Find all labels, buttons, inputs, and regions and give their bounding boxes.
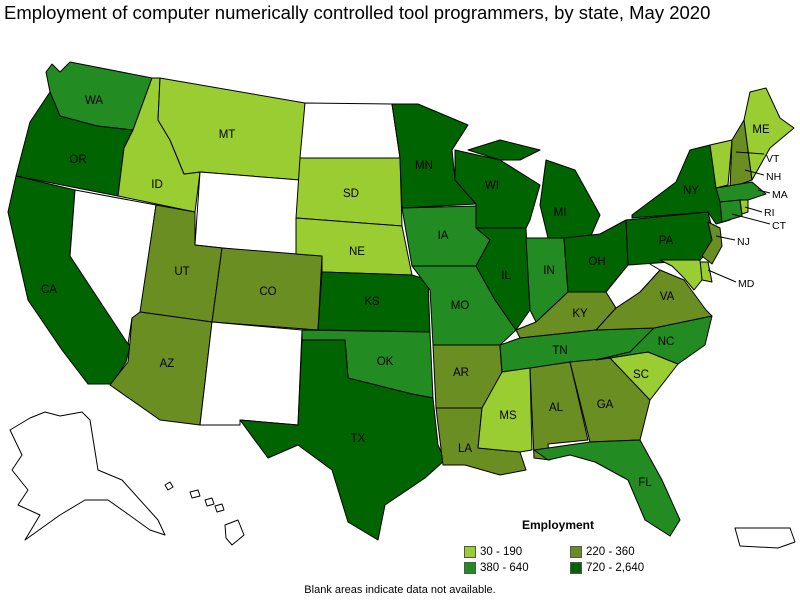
label-NY: NY: [683, 185, 699, 197]
state-CT[interactable]: [719, 199, 743, 223]
legend-label: 720 - 2,640: [586, 562, 645, 574]
label-WA: WA: [85, 95, 103, 107]
state-WY[interactable]: [194, 171, 301, 257]
label-MN: MN: [415, 160, 433, 172]
state-NM[interactable]: [199, 321, 303, 426]
state-RI[interactable]: [739, 199, 749, 215]
label-SC: SC: [633, 369, 649, 381]
label-OH: OH: [588, 256, 605, 268]
label-LA: LA: [458, 443, 472, 455]
label-OR: OR: [69, 154, 86, 166]
state-VT[interactable]: [709, 139, 733, 189]
legend-swatch: [570, 546, 582, 558]
label-IA: IA: [438, 230, 449, 242]
label-MD: MD: [738, 278, 755, 290]
label-TN: TN: [552, 345, 567, 357]
label-PA: PA: [659, 235, 674, 247]
legend-title: Employment: [522, 518, 595, 532]
legend-label: 30 - 190: [480, 546, 523, 558]
state-FL[interactable]: [533, 439, 681, 537]
label-AZ: AZ: [160, 358, 175, 370]
label-NH: NH: [766, 171, 781, 183]
label-VT: VT: [766, 153, 780, 165]
label-RI: RI: [764, 207, 775, 219]
state-NC[interactable]: [595, 315, 713, 365]
label-KS: KS: [364, 296, 380, 308]
legend-item-720-2640: 720 - 2,640: [570, 562, 644, 574]
label-SD: SD: [343, 188, 359, 200]
state-ND[interactable]: [299, 102, 401, 159]
label-VA: VA: [660, 291, 675, 303]
callout-lines: [707, 151, 771, 283]
footnote: Blank areas indicate data not available.: [304, 584, 496, 596]
legend-label: 380 - 640: [480, 562, 529, 574]
label-IN: IN: [543, 265, 555, 277]
label-NJ: NJ: [737, 236, 750, 248]
label-CA: CA: [41, 284, 57, 296]
legend-swatch: [464, 546, 476, 558]
state-ME[interactable]: [743, 87, 795, 181]
label-AR: AR: [453, 367, 469, 379]
label-KY: KY: [572, 308, 588, 320]
state-AK[interactable]: [9, 411, 166, 541]
label-ME: ME: [752, 124, 770, 136]
legend-label: 220 - 360: [586, 546, 635, 558]
state-MA[interactable]: [715, 181, 767, 203]
label-IL: IL: [501, 270, 511, 282]
state-KS[interactable]: [317, 271, 431, 333]
legend-swatch: [464, 562, 476, 574]
label-NE: NE: [349, 246, 365, 258]
state-MD[interactable]: [659, 259, 703, 291]
map-title: Employment of computer numerically contr…: [4, 2, 711, 23]
label-FL: FL: [638, 477, 652, 489]
label-MI: MI: [554, 207, 567, 219]
state-HI[interactable]: [164, 481, 245, 546]
state-PR[interactable]: [734, 527, 796, 549]
label-MS: MS: [499, 410, 517, 422]
label-MA: MA: [772, 189, 788, 201]
label-OK: OK: [377, 356, 394, 368]
legend-item-380-640: 380 - 640: [464, 562, 529, 574]
label-CO: CO: [259, 286, 276, 298]
label-AL: AL: [549, 402, 564, 414]
legend-item-30-190: 30 - 190: [464, 546, 522, 558]
label-GA: GA: [597, 399, 614, 411]
label-UT: UT: [174, 266, 189, 278]
label-CT: CT: [772, 220, 787, 232]
label-MO: MO: [451, 300, 470, 312]
label-ID: ID: [151, 179, 163, 191]
legend-swatch: [570, 562, 582, 574]
label-TX: TX: [351, 433, 366, 445]
state-TX[interactable]: [239, 339, 446, 541]
label-MT: MT: [219, 129, 236, 141]
legend-item-220-360: 220 - 360: [570, 546, 635, 558]
state-NJ[interactable]: [701, 221, 723, 265]
label-NC: NC: [658, 336, 675, 348]
label-WI: WI: [485, 180, 499, 192]
